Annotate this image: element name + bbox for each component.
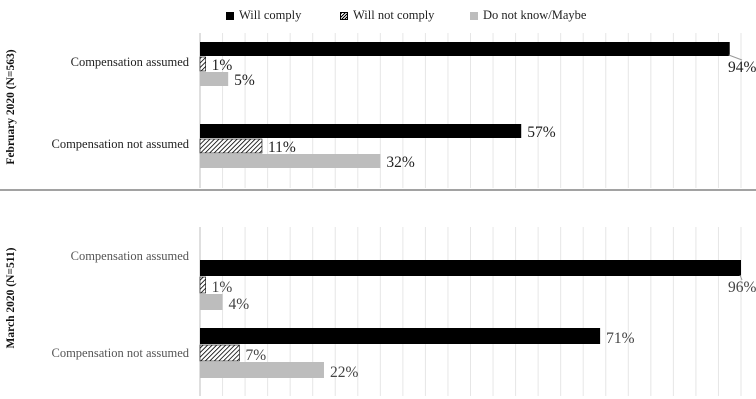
data-label-march-will-not-comply-0: 1% <box>212 279 233 296</box>
category-label-feb-compensation-not-assumed: Compensation not assumed <box>51 137 190 151</box>
bar-february-do-not-know-1 <box>200 154 381 168</box>
label-leader-line <box>728 54 743 61</box>
category-label-feb-compensation-assumed: Compensation assumed <box>70 55 189 69</box>
bar-february-will-comply-0 <box>200 42 730 56</box>
bar-march-will-comply-0 <box>200 260 741 276</box>
legend-swatch-will-not-comply <box>340 11 348 20</box>
data-label-march-will-comply-1: 71% <box>606 330 635 347</box>
legend-label-will-comply: Will comply <box>239 8 302 22</box>
bar-march-will-comply-1 <box>200 328 601 344</box>
legend-item-will-comply: Will comply <box>226 8 301 23</box>
category-label-mar-compensation-assumed: Compensation assumed <box>70 249 189 263</box>
data-labels: 94%1%5%57%11%32%96%1%4%71%7%22% <box>212 54 756 381</box>
legend-swatch-will-comply <box>226 11 234 20</box>
bar-march-do-not-know-1 <box>200 362 324 378</box>
panel-title-february: February 2020 (N=563) <box>5 49 17 165</box>
legend-swatch-do-not-know <box>470 11 478 20</box>
bar-march-will-not-comply-1 <box>199 344 240 362</box>
legend: Will comply Will not comply Do not know/… <box>0 8 756 28</box>
bar-february-will-not-comply-1 <box>199 138 263 154</box>
data-label-march-will-not-comply-1: 7% <box>245 347 266 364</box>
category-label-mar-compensation-not-assumed: Compensation not assumed <box>51 346 190 360</box>
grid <box>199 33 742 396</box>
data-label-march-do-not-know-0: 4% <box>229 296 250 313</box>
bar-february-will-comply-1 <box>200 124 522 138</box>
data-label-february-do-not-know-0: 5% <box>234 72 255 89</box>
bars <box>199 42 741 378</box>
legend-item-do-not-know: Do not know/Maybe <box>470 8 586 23</box>
data-label-february-will-comply-0: 94% <box>728 59 756 76</box>
legend-label-do-not-know: Do not know/Maybe <box>483 8 587 22</box>
data-label-february-will-comply-1: 57% <box>527 124 556 141</box>
data-label-march-will-comply-0: 96% <box>728 279 756 296</box>
data-label-february-will-not-comply-1: 11% <box>268 139 296 156</box>
data-label-march-do-not-know-1: 22% <box>330 364 359 381</box>
bar-february-do-not-know-0 <box>200 72 229 86</box>
data-label-february-do-not-know-1: 32% <box>386 154 415 171</box>
bar-march-do-not-know-0 <box>200 294 223 310</box>
bar-march-will-not-comply-0 <box>199 276 206 294</box>
data-label-february-will-not-comply-0: 1% <box>212 57 233 74</box>
legend-item-will-not-comply: Will not comply <box>340 8 434 23</box>
bar-february-will-not-comply-0 <box>199 56 206 72</box>
legend-label-will-not-comply: Will not comply <box>353 8 435 22</box>
label-leader-line <box>739 274 743 281</box>
panel-title-march: March 2020 (N=511) <box>5 247 17 349</box>
